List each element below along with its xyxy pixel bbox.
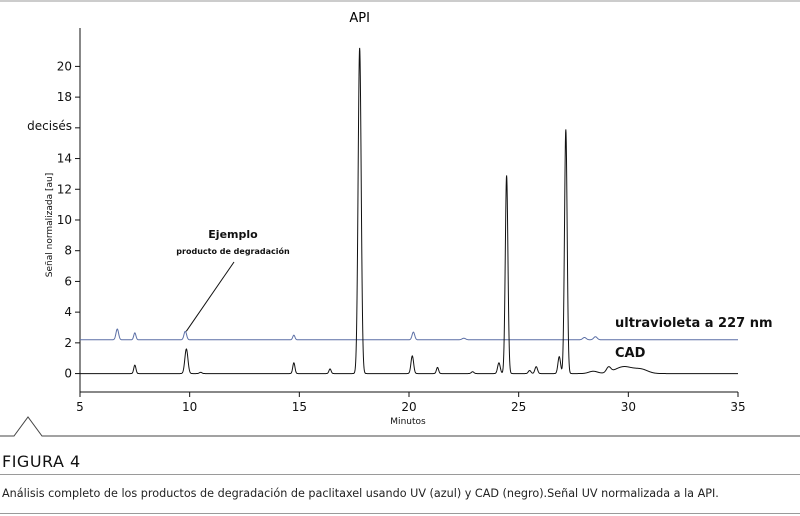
y-tick-label: 12 (57, 182, 72, 196)
caption-divider (0, 474, 800, 475)
y-tick-label: 20 (57, 59, 72, 73)
y-tick-label: 8 (64, 244, 72, 258)
api-peak-label: API (349, 11, 370, 26)
x-tick-label: 20 (401, 400, 416, 414)
y-tick-label: 2 (64, 336, 72, 350)
series-label-uv: ultravioleta a 227 nm (615, 316, 773, 331)
y-tick-label: 10 (57, 213, 72, 227)
x-tick-label: 5 (76, 400, 84, 414)
y-axis-title: Señal normalizada [au] (45, 173, 55, 277)
example-annotation-title: Ejemplo (208, 228, 258, 241)
y-ticks: 0 2 4 6 8 10 12 14 decisés 18 20 (27, 59, 80, 381)
series-label-cad: CAD (615, 346, 646, 361)
bottom-rule (0, 513, 800, 514)
y-tick-label: 6 (64, 274, 72, 288)
example-annotation-subtitle: producto de degradación (176, 246, 290, 256)
x-tick-label: 30 (621, 400, 636, 414)
y-tick-label: 18 (57, 90, 72, 104)
series-line-uv (80, 328, 738, 341)
frame-bottom-tab (0, 416, 800, 437)
y-tick-label: decisés (27, 119, 72, 133)
x-tick-label: 25 (511, 400, 526, 414)
series-group (80, 47, 738, 375)
x-tick-label: 15 (292, 400, 307, 414)
axes-group (79, 28, 738, 393)
x-axis-title: Minutos (390, 417, 426, 427)
x-tick-label: 10 (182, 400, 197, 414)
figure-number: FIGURA 4 (2, 452, 81, 471)
y-tick-label: 0 (64, 367, 72, 381)
y-tick-label: 4 (64, 305, 72, 319)
figure-caption: Análisis completo de los productos de de… (2, 487, 719, 500)
example-annotation-pointer (185, 261, 235, 332)
x-tick-label: 35 (730, 400, 745, 414)
x-ticks: 5 10 15 20 25 30 35 (76, 392, 746, 414)
y-tick-label: 14 (57, 152, 72, 166)
series-line-cad (80, 47, 738, 375)
